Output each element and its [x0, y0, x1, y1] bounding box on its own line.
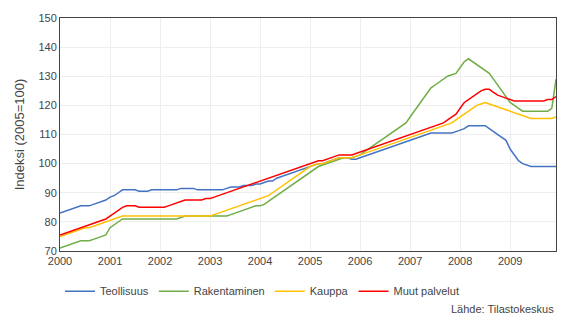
svg-text:2000: 2000	[48, 255, 72, 267]
svg-text:2009: 2009	[498, 255, 522, 267]
svg-text:2006: 2006	[348, 255, 372, 267]
svg-text:140: 140	[38, 41, 56, 53]
svg-text:80: 80	[45, 216, 57, 228]
svg-text:Teollisuus: Teollisuus	[100, 285, 149, 297]
svg-text:150: 150	[38, 12, 56, 24]
svg-text:90: 90	[45, 187, 57, 199]
svg-text:Rakentaminen: Rakentaminen	[194, 285, 265, 297]
svg-text:2004: 2004	[248, 255, 272, 267]
svg-text:2003: 2003	[198, 255, 222, 267]
svg-text:130: 130	[38, 70, 56, 82]
svg-text:2005: 2005	[298, 255, 322, 267]
svg-text:100: 100	[38, 157, 56, 169]
svg-text:120: 120	[38, 99, 56, 111]
svg-text:2007: 2007	[398, 255, 422, 267]
svg-text:2002: 2002	[148, 255, 172, 267]
svg-text:110: 110	[39, 128, 57, 140]
svg-text:70: 70	[45, 245, 57, 257]
svg-text:Kauppa: Kauppa	[310, 285, 349, 297]
svg-text:Indeksi (2005=100): Indeksi (2005=100)	[12, 79, 27, 191]
svg-text:Lähde: Tilastokeskus: Lähde: Tilastokeskus	[451, 303, 554, 315]
svg-text:2001: 2001	[98, 255, 122, 267]
svg-text:2008: 2008	[448, 255, 472, 267]
svg-text:Muut palvelut: Muut palvelut	[394, 285, 459, 297]
